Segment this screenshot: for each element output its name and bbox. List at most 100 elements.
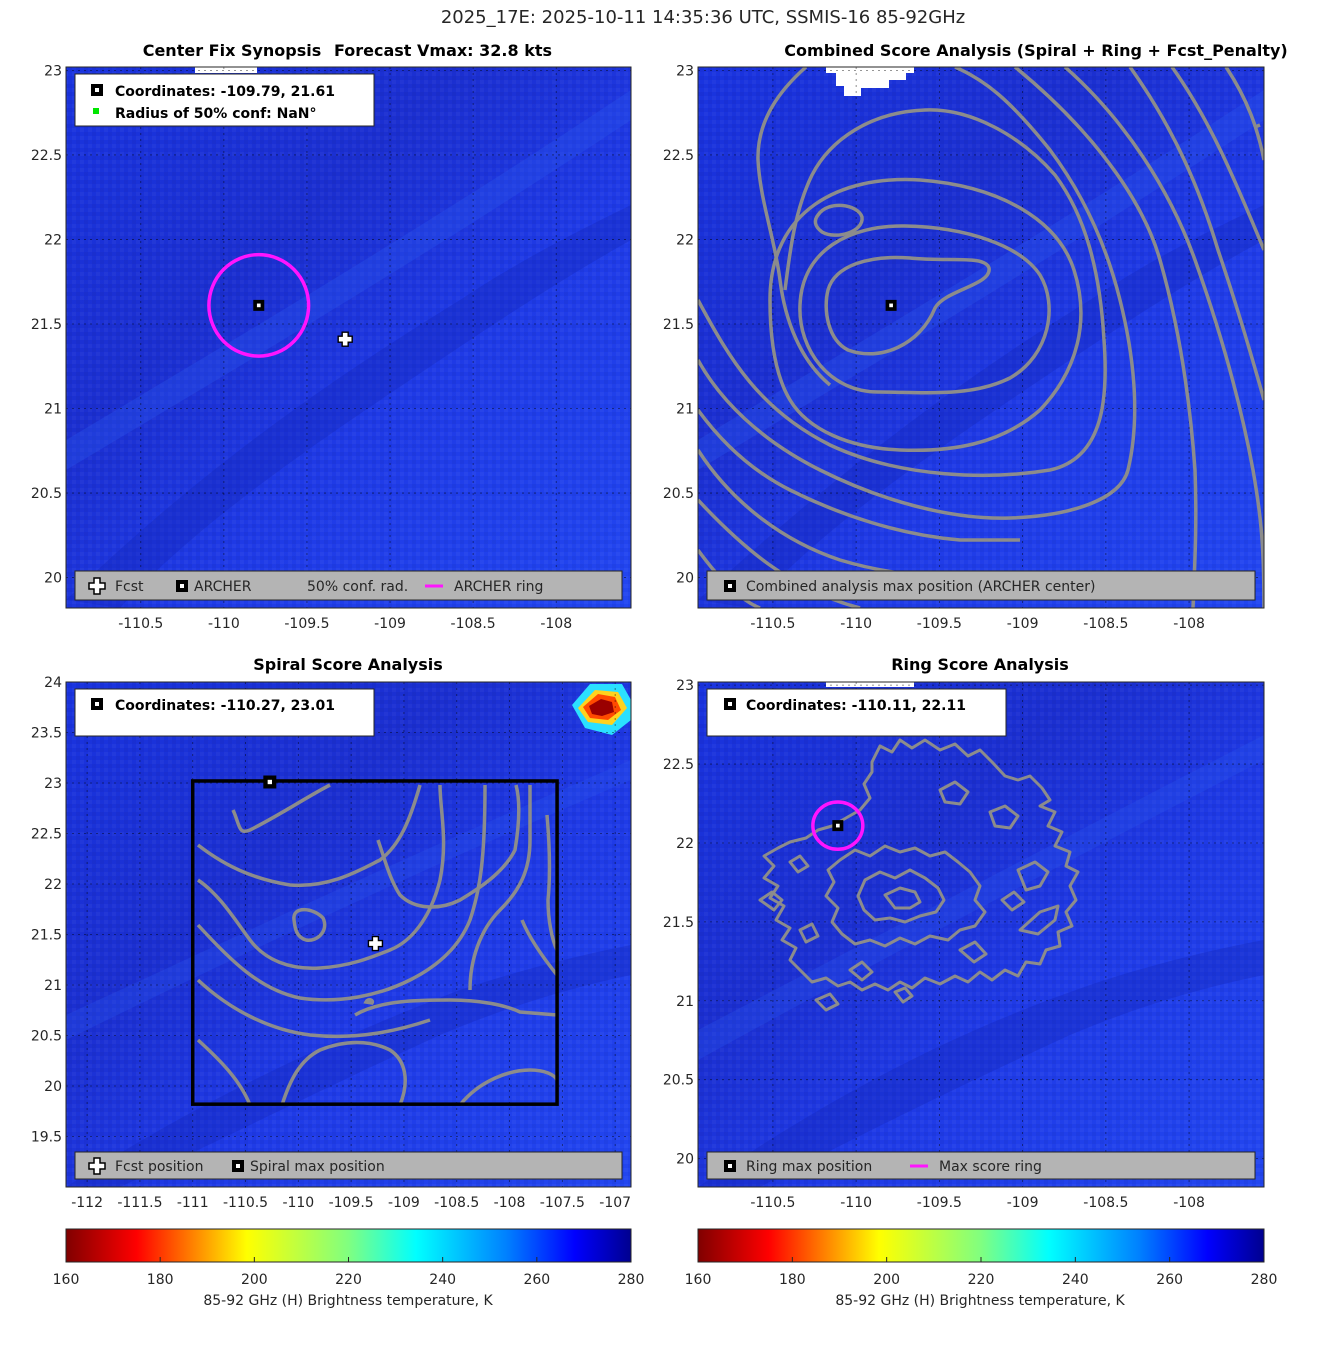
colorbar-tick-label: 200 <box>873 1272 900 1288</box>
max-score-ring <box>811 800 865 852</box>
colorbar-right: 160 180 200 220 240 260 280 85-92 GHz (H) Brig… <box>685 1228 1278 1309</box>
colorbar-tick-label: 240 <box>429 1272 456 1288</box>
x-tick-label: -107.5 <box>540 1195 585 1211</box>
y-tick-label: 21.5 <box>31 928 62 944</box>
spiral-info-box <box>74 688 375 737</box>
colorbar-tick-label: 180 <box>147 1272 174 1288</box>
y-tick-label: 20.5 <box>31 1029 62 1045</box>
colorbar-tick-label: 240 <box>1062 1272 1089 1288</box>
spiral-legend <box>74 1151 623 1180</box>
x-tick-label: -110.5 <box>750 1195 795 1211</box>
y-tick-label: 20 <box>676 571 694 587</box>
legend-max-score-ring: Max score ring <box>939 1159 1042 1175</box>
combined-nodata-patch <box>826 67 914 96</box>
x-tick-label: -109 <box>1007 616 1039 632</box>
x-tick-label: -107 <box>599 1195 631 1211</box>
combined-ticks: -110.5 -110 -109.5 -109 -108.5 -108 20 20.5 21 21… <box>663 63 1205 632</box>
archer-ring <box>207 252 311 358</box>
y-tick-label: 20.5 <box>663 486 694 502</box>
panel-synopsis: Center Fix Synopsis Forecast Vmax: 32.8 … <box>31 41 632 632</box>
panel-spiral: Spiral Score Analysis <box>31 655 632 1211</box>
synopsis-info-box <box>74 73 375 127</box>
colorbar-right-ticks: 160 180 200 220 240 260 280 <box>685 1257 1278 1288</box>
x-tick-label: -109.5 <box>329 1195 374 1211</box>
y-tick-label: 21 <box>44 402 62 418</box>
colorbar-left-label: 85-92 GHz (H) Brightness temperature, K <box>203 1293 493 1309</box>
combined-max-marker-center <box>889 303 893 308</box>
y-tick-label: 19.5 <box>31 1130 62 1146</box>
x-tick-label: -108.5 <box>434 1195 479 1211</box>
colorbar-tick-label: 160 <box>53 1272 80 1288</box>
y-tick-label: 22 <box>44 877 62 893</box>
x-tick-label: -109.5 <box>917 616 962 632</box>
colorbar-tick-label: 220 <box>968 1272 995 1288</box>
panel-ring: Ring Score Analysis <box>663 655 1265 1211</box>
combined-marks <box>885 299 897 311</box>
x-tick-label: -112 <box>71 1195 103 1211</box>
legend-archer: ARCHER <box>194 579 252 595</box>
spiral-title: Spiral Score Analysis <box>253 655 443 674</box>
colorbar-tick-label: 280 <box>1251 1272 1278 1288</box>
x-tick-label: -108 <box>1173 616 1205 632</box>
spiral-axes-box <box>65 681 632 1188</box>
synopsis-legend <box>74 570 623 601</box>
x-tick-label: -110.5 <box>223 1195 268 1211</box>
x-tick-label: -108.5 <box>451 616 496 632</box>
synopsis-nodata-patch <box>195 67 257 73</box>
combined-gridlines <box>698 67 1264 608</box>
synopsis-title-right: Forecast Vmax: 32.8 kts <box>334 41 552 60</box>
y-tick-label: 23.5 <box>31 726 62 742</box>
x-tick-label: -109.5 <box>917 1195 962 1211</box>
x-tick-label: -110.5 <box>118 616 163 632</box>
y-tick-label: 20.5 <box>663 1073 694 1089</box>
y-tick-label: 22.5 <box>663 148 694 164</box>
y-tick-label: 22 <box>676 836 694 852</box>
colorbar-left-gradient <box>65 1228 632 1263</box>
legend-combined-max: Combined analysis max position (ARCHER c… <box>746 579 1095 595</box>
x-tick-label: -110.5 <box>750 616 795 632</box>
x-tick-label: -110 <box>840 616 872 632</box>
colorbar-left: 160 180 200 220 240 260 280 85-92 GHz (H) Brig… <box>53 1228 644 1309</box>
ring-coordinates: Coordinates: -110.11, 22.11 <box>746 698 966 714</box>
colorbar-right-gradient <box>697 1228 1265 1263</box>
y-tick-label: 22 <box>44 232 62 248</box>
ring-marks <box>811 800 865 852</box>
ring-info-box <box>706 688 1007 737</box>
y-tick-label: 21 <box>44 978 62 994</box>
x-tick-label: -109 <box>374 616 406 632</box>
legend-archer-ring: ARCHER ring <box>454 579 543 595</box>
y-tick-label: 22.5 <box>31 148 62 164</box>
x-tick-label: -110 <box>282 1195 314 1211</box>
colorbar-left-ticks: 160 180 200 220 240 260 280 <box>53 1257 644 1288</box>
ring-contours <box>758 738 1080 1012</box>
legend-ring-max: Ring max position <box>746 1159 872 1175</box>
combined-axes-box <box>697 66 1265 609</box>
spiral-search-box <box>190 779 559 1106</box>
spiral-coordinates: Coordinates: -110.27, 23.01 <box>115 698 335 714</box>
colorbar-right-label: 85-92 GHz (H) Brightness temperature, K <box>835 1293 1125 1309</box>
spiral-marks <box>263 775 384 952</box>
x-tick-label: -109 <box>388 1195 420 1211</box>
fcst-marker <box>337 331 353 347</box>
x-tick-label: -110 <box>840 1195 872 1211</box>
combined-legend <box>706 570 1256 601</box>
x-tick-label: -109.5 <box>284 616 329 632</box>
ring-max-marker-center <box>836 823 840 828</box>
legend-fcst-position: Fcst position <box>115 1159 203 1175</box>
x-tick-label: -108.5 <box>1083 616 1128 632</box>
figure-suptitle: 2025_17E: 2025-10-11 14:35:36 UTC, SSMIS… <box>441 7 965 28</box>
synopsis-ticks: -110.5 -110 -109.5 -109 -108.5 -108 20 20.5 21 21… <box>31 63 572 632</box>
ring-ticks: -110.5 -110 -109.5 -109 -108.5 -108 20 20.5 21 21… <box>663 678 1205 1211</box>
panel-combined: Combined Score Analysis (Spiral + Ring +… <box>663 41 1288 632</box>
ring-axes-box <box>697 681 1265 1188</box>
spiral-fcst-marker <box>367 935 384 952</box>
y-tick-label: 22 <box>676 232 694 248</box>
colorbar-tick-label: 220 <box>335 1272 362 1288</box>
synopsis-marks <box>207 252 353 358</box>
y-tick-label: 20 <box>44 1079 62 1095</box>
legend-fcst: Fcst <box>115 579 144 595</box>
y-tick-label: 23 <box>44 776 62 792</box>
colorbar-tick-label: 260 <box>523 1272 550 1288</box>
y-tick-label: 20.5 <box>31 486 62 502</box>
x-tick-label: -110 <box>208 616 240 632</box>
